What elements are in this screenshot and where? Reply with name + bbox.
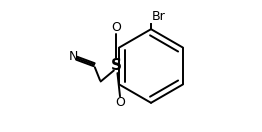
Text: Br: Br — [152, 10, 165, 23]
Text: S: S — [111, 58, 122, 73]
Text: O: O — [115, 96, 125, 109]
Text: N: N — [69, 50, 78, 63]
Text: O: O — [111, 21, 121, 34]
